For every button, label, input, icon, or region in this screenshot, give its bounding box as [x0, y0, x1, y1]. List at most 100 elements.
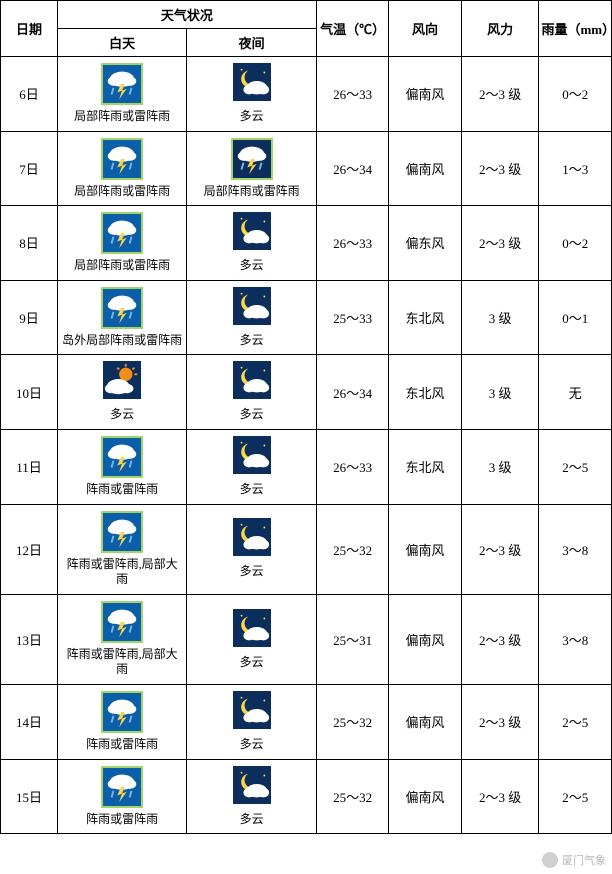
weather-night-cell: 多云: [187, 280, 316, 355]
watermark-text: 厦门气象: [562, 852, 606, 868]
weather-day-cell: 多云: [57, 355, 186, 430]
weather-night-text: 多云: [240, 482, 264, 496]
weather-night-cell: 多云: [187, 684, 316, 759]
table-body: 6日 局部阵雨或雷阵雨 多云 26～33偏南风2～3 级0～27日 局部阵雨或雷…: [1, 57, 612, 834]
weather-day-cell: 局部阵雨或雷阵雨: [57, 206, 186, 281]
temp-cell: 25～32: [316, 504, 388, 594]
wind-force-cell: 2～3 级: [461, 594, 539, 684]
table-row: 14日 阵雨或雷阵雨 多云 25～32偏南风2～3 级2～5: [1, 684, 612, 759]
th-weather-group: 天气状况: [57, 1, 316, 29]
date-cell: 14日: [1, 684, 58, 759]
weather-day-icon: [101, 691, 143, 733]
weather-day-text: 局部阵雨或雷阵雨: [74, 184, 170, 198]
wind-force-cell: 2～3 级: [461, 684, 539, 759]
wind-dir-cell: 东北风: [389, 355, 461, 430]
weather-night-cell: 局部阵雨或雷阵雨: [187, 131, 316, 206]
rain-cell: 2～5: [539, 429, 612, 504]
watermark-icon: [542, 852, 558, 868]
th-date: 日期: [1, 1, 58, 57]
weather-day-icon: [101, 766, 143, 808]
weather-day-text: 阵雨或雷阵雨: [86, 482, 158, 496]
rain-cell: 3～8: [539, 594, 612, 684]
wind-force-cell: 3 级: [461, 429, 539, 504]
table-row: 8日 局部阵雨或雷阵雨 多云 26～33偏东风2～3 级0～2: [1, 206, 612, 281]
wind-dir-cell: 偏南风: [389, 759, 461, 834]
weather-day-icon: [101, 511, 143, 553]
rain-cell: 1～3: [539, 131, 612, 206]
th-wind-dir: 风向: [389, 1, 461, 57]
wind-force-cell: 2～3 级: [461, 131, 539, 206]
temp-cell: 25～32: [316, 759, 388, 834]
weather-night-text: 多云: [240, 258, 264, 272]
rain-cell: 2～5: [539, 684, 612, 759]
temp-cell: 25～33: [316, 280, 388, 355]
wind-force-cell: 3 级: [461, 355, 539, 430]
rain-cell: 无: [539, 355, 612, 430]
weather-night-text: 多云: [240, 655, 264, 669]
temp-cell: 25～31: [316, 594, 388, 684]
temp-cell: 26～34: [316, 131, 388, 206]
weather-night-cell: 多云: [187, 355, 316, 430]
weather-day-text: 岛外局部阵雨或雷阵雨: [62, 333, 182, 347]
wind-dir-cell: 偏东风: [389, 206, 461, 281]
weather-night-text: 多云: [240, 109, 264, 123]
temp-cell: 26～33: [316, 206, 388, 281]
rain-cell: 0～1: [539, 280, 612, 355]
weather-night-cell: 多云: [187, 57, 316, 132]
date-cell: 13日: [1, 594, 58, 684]
rain-cell: 0～2: [539, 206, 612, 281]
weather-night-icon: [231, 361, 273, 403]
rain-cell: 0～2: [539, 57, 612, 132]
weather-day-cell: 岛外局部阵雨或雷阵雨: [57, 280, 186, 355]
weather-night-text: 多云: [240, 737, 264, 751]
wind-force-cell: 2～3 级: [461, 504, 539, 594]
weather-day-icon: [101, 63, 143, 105]
weather-night-icon: [231, 766, 273, 808]
rain-cell: 2～5: [539, 759, 612, 834]
date-cell: 10日: [1, 355, 58, 430]
weather-day-icon: [101, 287, 143, 329]
weather-night-icon: [231, 436, 273, 478]
wind-dir-cell: 偏南风: [389, 57, 461, 132]
table-row: 11日 阵雨或雷阵雨 多云 26～33东北风3 级2～5: [1, 429, 612, 504]
wind-dir-cell: 偏南风: [389, 684, 461, 759]
date-cell: 11日: [1, 429, 58, 504]
wind-dir-cell: 东北风: [389, 280, 461, 355]
wind-force-cell: 2～3 级: [461, 206, 539, 281]
weather-day-cell: 阵雨或雷阵雨: [57, 759, 186, 834]
th-night: 夜间: [187, 29, 316, 57]
weather-day-cell: 阵雨或雷阵雨: [57, 684, 186, 759]
weather-night-text: 多云: [240, 333, 264, 347]
temp-cell: 26～33: [316, 429, 388, 504]
weather-night-icon: [231, 287, 273, 329]
weather-day-text: 多云: [110, 407, 134, 421]
weather-day-icon: [101, 436, 143, 478]
weather-night-cell: 多云: [187, 759, 316, 834]
weather-day-icon: [101, 361, 143, 403]
weather-night-cell: 多云: [187, 594, 316, 684]
weather-night-icon: [231, 212, 273, 254]
weather-day-cell: 阵雨或雷阵雨,局部大雨: [57, 594, 186, 684]
date-cell: 12日: [1, 504, 58, 594]
temp-cell: 25～32: [316, 684, 388, 759]
weather-day-cell: 阵雨或雷阵雨,局部大雨: [57, 504, 186, 594]
weather-night-cell: 多云: [187, 429, 316, 504]
wind-dir-cell: 偏南风: [389, 594, 461, 684]
date-cell: 8日: [1, 206, 58, 281]
weather-night-icon: [231, 63, 273, 105]
weather-day-icon: [101, 212, 143, 254]
weather-day-text: 阵雨或雷阵雨: [86, 812, 158, 826]
weather-night-cell: 多云: [187, 504, 316, 594]
weather-night-text: 多云: [240, 812, 264, 826]
rain-cell: 3～8: [539, 504, 612, 594]
weather-night-icon: [231, 138, 273, 180]
weather-night-icon: [231, 691, 273, 733]
wind-dir-cell: 偏南风: [389, 131, 461, 206]
wind-force-cell: 2～3 级: [461, 57, 539, 132]
table-header: 日期 天气状况 气温（℃） 风向 风力 雨量（mm） 白天 夜间: [1, 1, 612, 57]
table-row: 10日 多云 多云 26～34东北风3 级无: [1, 355, 612, 430]
table-row: 6日 局部阵雨或雷阵雨 多云 26～33偏南风2～3 级0～2: [1, 57, 612, 132]
date-cell: 6日: [1, 57, 58, 132]
wind-dir-cell: 东北风: [389, 429, 461, 504]
weather-day-text: 局部阵雨或雷阵雨: [74, 258, 170, 272]
